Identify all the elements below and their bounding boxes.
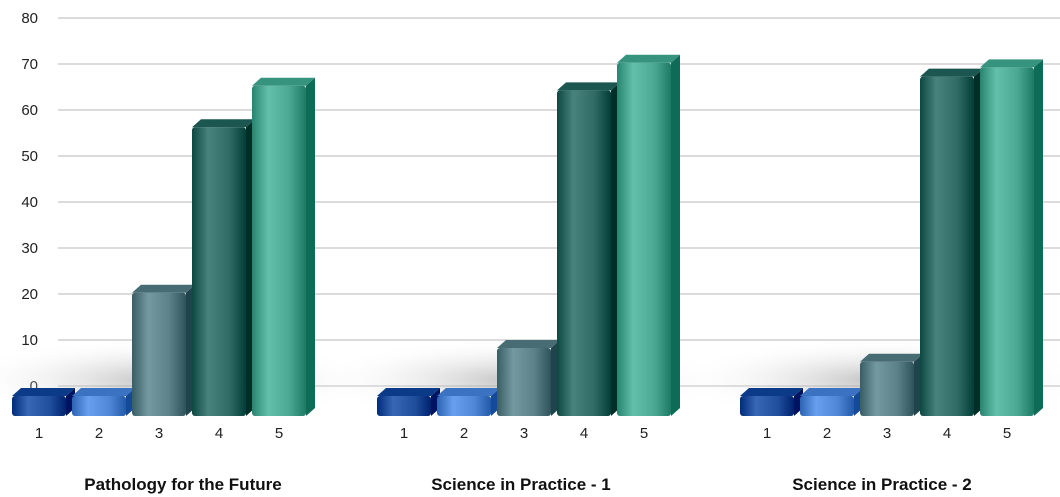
bar: [377, 388, 440, 416]
x-tick-label: 1: [400, 425, 408, 442]
bar: [920, 68, 983, 416]
bar: [192, 119, 255, 416]
x-tick-label: 2: [95, 425, 103, 442]
bar: [132, 284, 195, 416]
x-tick-label: 1: [763, 425, 771, 442]
x-tick-label: 3: [883, 425, 891, 442]
y-tick-label: 10: [21, 332, 38, 349]
x-tick-label: 5: [275, 425, 283, 442]
y-tick-label: 70: [21, 56, 38, 73]
x-tick-label: 3: [520, 425, 528, 442]
x-tick-label: 2: [460, 425, 468, 442]
bar: [12, 388, 75, 416]
y-tick-label: 20: [21, 286, 38, 303]
bar: [617, 54, 680, 417]
x-tick-label: 4: [943, 425, 951, 442]
bar: [980, 59, 1043, 417]
bar: [557, 82, 620, 417]
y-tick-label: 50: [21, 148, 38, 165]
y-tick-label: 80: [21, 10, 38, 27]
x-tick-label: 3: [155, 425, 163, 442]
x-tick-label: 5: [1003, 425, 1011, 442]
group-title: Science in Practice - 2: [792, 475, 972, 494]
bar: [72, 388, 135, 416]
bar-group: 1 2 3 4 5 Science in Practice - 2: [740, 59, 1043, 494]
bar: [252, 77, 315, 417]
y-tick-label: 40: [21, 194, 38, 211]
y-tick-label: 60: [21, 102, 38, 119]
y-axis: 01020304050607080: [21, 10, 38, 395]
bar: [800, 388, 863, 416]
bar: [437, 388, 500, 416]
x-tick-label: 4: [215, 425, 223, 442]
group-title: Pathology for the Future: [84, 475, 281, 494]
group-title: Science in Practice - 1: [431, 475, 611, 494]
x-tick-label: 2: [823, 425, 831, 442]
bar-group: 1 2 3 4 5 Science in Practice - 1: [377, 54, 680, 494]
x-tick-label: 1: [35, 425, 43, 442]
bar: [740, 388, 803, 416]
x-tick-label: 4: [580, 425, 588, 442]
x-tick-label: 5: [640, 425, 648, 442]
y-tick-label: 30: [21, 240, 38, 257]
bar-group: 1 2 3 4 5 Pathology for the Future: [12, 77, 315, 494]
bar: [497, 340, 560, 416]
